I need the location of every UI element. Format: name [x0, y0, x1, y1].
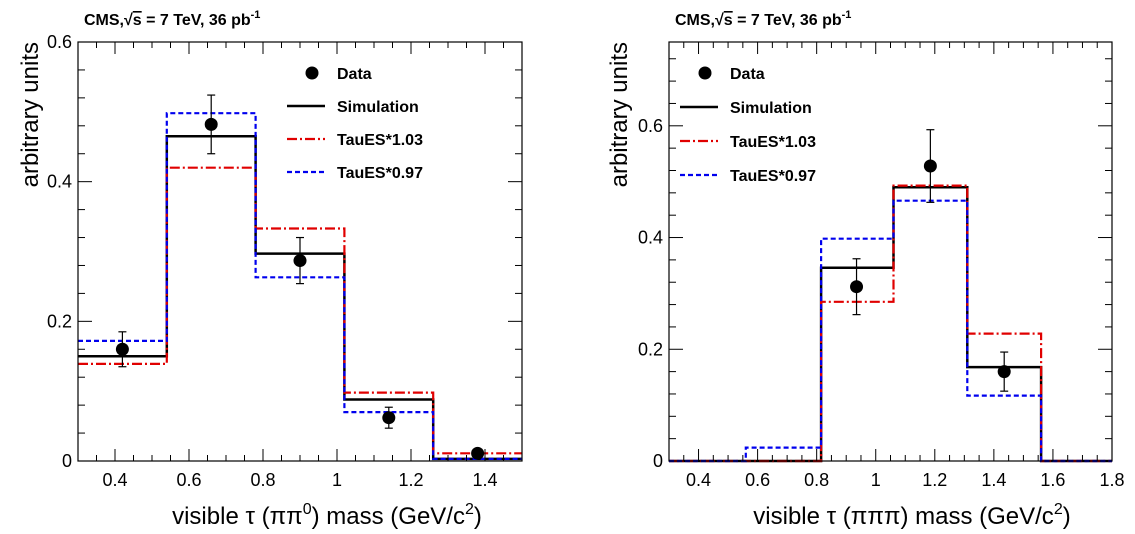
x-tick-label: 0.4 — [686, 470, 711, 490]
legend: Data Simulation TauES*1.03 TauES*0.97 — [287, 66, 423, 182]
data-marker — [293, 254, 307, 268]
x-tick-label: 0.6 — [745, 470, 770, 490]
data-point — [382, 406, 396, 429]
y-tick-label: 0 — [62, 451, 72, 471]
data-point — [115, 331, 129, 368]
x-tick-label: 1.6 — [1040, 470, 1065, 490]
legend-label-data: Data — [730, 66, 765, 83]
data-marker — [382, 411, 396, 425]
data-marker — [850, 280, 864, 294]
legend-label: TauES*1.03 — [337, 132, 423, 149]
chart-panel-1: CMS,√s = 7 TeV, 36 pb-1 0.4 0.6 0.8 1 1.2 1.4 0… — [17, 9, 523, 530]
y-tick-label: 0.4 — [638, 228, 663, 248]
x-tick-label: 0.8 — [250, 470, 275, 490]
data-point — [204, 94, 218, 155]
x-axis-label: visible τ (ππ0) mass (GeV/c2) — [172, 501, 482, 530]
x-tick-label: 1 — [871, 470, 881, 490]
data-point — [293, 236, 307, 285]
series-line-taues-1-03 — [78, 166, 522, 455]
data-marker — [471, 446, 485, 460]
x-tick-label: 0.8 — [804, 470, 829, 490]
y-tick-label: 0.6 — [47, 32, 72, 52]
series-line-simulation — [78, 135, 522, 461]
chart-title: CMS,√s = 7 TeV, 36 pb-1 — [84, 9, 260, 29]
legend-marker-data — [305, 66, 319, 80]
y-tick-label: 0.6 — [638, 116, 663, 136]
x-tick-label: 1.2 — [398, 470, 423, 490]
series-line-taues-0-97 — [78, 112, 522, 460]
legend-label: TauES*0.97 — [730, 168, 816, 185]
data-point — [471, 446, 485, 460]
y-axis-label: arbitrary units — [17, 42, 44, 187]
x-tick-label: 1 — [332, 470, 342, 490]
data-point — [850, 258, 864, 316]
x-tick-label: 1.4 — [981, 470, 1006, 490]
y-tick-label: 0.2 — [47, 311, 72, 331]
chart-panel-2: CMS,√s = 7 TeV, 36 pb-1 0.4 0.6 0.8 1 1.2 1.4 1… — [606, 9, 1125, 530]
series-line-taues-0-97 — [669, 199, 1112, 463]
data-marker — [115, 342, 129, 356]
chart-title: CMS,√s = 7 TeV, 36 pb-1 — [675, 9, 851, 29]
y-axis-label: arbitrary units — [606, 42, 633, 187]
x-tick-label: 1.8 — [1099, 470, 1124, 490]
data-marker — [923, 159, 937, 173]
legend-label: TauES*1.03 — [730, 134, 816, 151]
y-tick-label: 0.2 — [638, 339, 663, 359]
legend: Data Simulation TauES*1.03 TauES*0.97 — [680, 66, 816, 185]
legend-label: Simulation — [730, 100, 812, 117]
x-tick-label: 1.4 — [472, 470, 497, 490]
x-axis-label: visible τ (πππ) mass (GeV/c2) — [753, 501, 1070, 530]
data-marker — [204, 117, 218, 131]
legend-label: Simulation — [337, 99, 419, 116]
data-point — [923, 129, 937, 203]
legend-label-data: Data — [337, 66, 372, 83]
data-point — [997, 351, 1011, 392]
x-tick-label: 0.4 — [102, 470, 127, 490]
x-tick-label: 1.2 — [922, 470, 947, 490]
legend-marker-data — [698, 66, 712, 80]
y-tick-label: 0 — [653, 451, 663, 471]
series-line-taues-1-03 — [669, 184, 1112, 463]
x-tick-label: 0.6 — [176, 470, 201, 490]
data-marker — [997, 365, 1011, 379]
y-tick-label: 0.4 — [47, 172, 72, 192]
series-line-simulation — [669, 186, 1112, 463]
legend-label: TauES*0.97 — [337, 165, 423, 182]
